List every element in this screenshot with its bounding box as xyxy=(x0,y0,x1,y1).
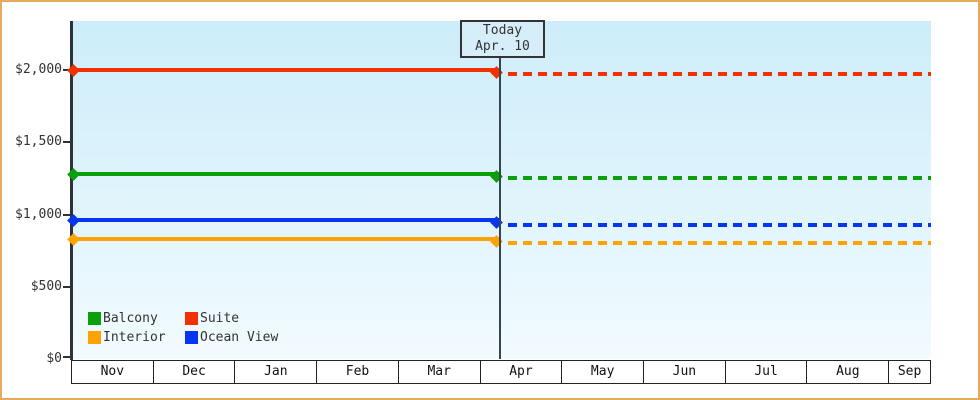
month-cell-jun: Jun xyxy=(643,361,725,383)
series-line-dashed-balcony xyxy=(508,176,931,180)
month-cell-jul: Jul xyxy=(724,361,807,383)
series-line-solid-suite xyxy=(73,68,500,72)
y-tick-mark xyxy=(63,286,71,288)
month-cell-dec: Dec xyxy=(152,361,235,383)
legend-label: Balcony xyxy=(103,310,158,326)
series-line-solid-balcony xyxy=(73,172,500,176)
month-cell-mar: Mar xyxy=(397,361,480,383)
legend: Balcony Suite Interior Ocean View xyxy=(88,310,279,345)
month-cell-may: May xyxy=(561,361,643,383)
y-tick-label: $1,500 xyxy=(15,134,62,149)
legend-label: Suite xyxy=(200,310,240,326)
series-line-solid-ocean-view xyxy=(73,218,500,222)
month-cell-jan: Jan xyxy=(234,361,316,383)
y-tick-mark xyxy=(63,69,71,71)
y-tick-label: $2,000 xyxy=(15,62,62,77)
legend-label: Ocean View xyxy=(200,329,279,345)
month-cell-feb: Feb xyxy=(316,361,398,383)
plot-area xyxy=(73,21,931,359)
legend-item-suite: Suite xyxy=(185,310,278,326)
y-tick-mark xyxy=(63,214,71,216)
today-label-line2: Apr. 10 xyxy=(475,39,530,54)
today-label-box: Today Apr. 10 xyxy=(460,20,545,58)
month-cell-sep: Sep xyxy=(888,361,930,383)
series-line-dashed-suite xyxy=(508,72,931,76)
legend-item-balcony: Balcony xyxy=(88,310,185,326)
month-cell-nov: Nov xyxy=(100,364,125,379)
y-axis xyxy=(70,21,73,360)
legend-swatch-icon xyxy=(88,311,101,325)
legend-item-interior: Interior xyxy=(88,329,185,345)
series-line-dashed-ocean-view xyxy=(508,223,931,227)
legend-swatch-icon xyxy=(185,311,198,325)
y-tick-label: $1,000 xyxy=(15,207,62,222)
y-tick-mark xyxy=(63,356,71,358)
y-tick-mark xyxy=(63,141,71,143)
series-line-solid-interior xyxy=(73,237,500,241)
legend-label: Interior xyxy=(103,329,166,345)
month-cell-aug: Aug xyxy=(806,361,888,383)
series-line-dashed-interior xyxy=(508,241,931,245)
y-tick-label: $500 xyxy=(30,279,62,294)
legend-swatch-icon xyxy=(185,330,198,344)
month-cell-apr: Apr xyxy=(479,361,562,383)
today-label-line1: Today xyxy=(482,23,523,38)
legend-swatch-icon xyxy=(88,330,101,344)
x-axis-month-band: Nov Dec Jan Feb Mar Apr May Jun Jul Aug Sep xyxy=(71,360,931,384)
legend-item-ocean-view: Ocean View xyxy=(185,329,279,345)
y-tick-label: $0 xyxy=(46,351,62,366)
today-marker-line xyxy=(499,58,501,359)
